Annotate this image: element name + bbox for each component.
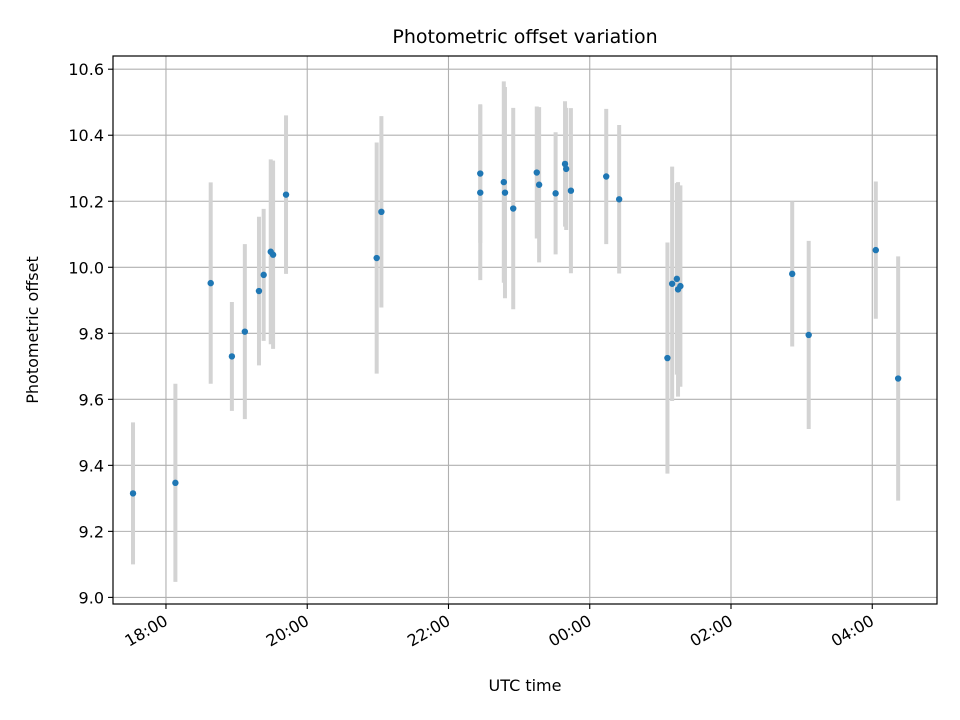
data-point [129,490,137,497]
data-point [373,254,380,262]
data-point [561,160,569,168]
data-point [615,196,623,203]
data-point [282,191,290,198]
data-point [501,189,509,196]
data-point [552,190,559,197]
y-axis-ticks: 9.0 9.2 9.4 9.6 9.8 10.0 10.2 10.4 10.6 [68,60,113,607]
y-tick-label: 9.6 [79,390,104,409]
y-tick-label: 10.0 [68,258,104,277]
data-point [533,169,540,176]
data-point [172,479,179,487]
data-point [673,275,681,283]
data-point [477,189,484,196]
data-point [269,251,277,258]
data-point [789,270,796,278]
y-tick-label: 9.4 [79,456,104,475]
data-point [664,354,671,362]
y-tick-label: 9.8 [79,324,104,343]
y-tick-label: 10.4 [68,126,104,145]
data-point [207,279,214,287]
data-point [228,353,236,360]
data-point [668,280,676,287]
data-point [510,205,517,212]
y-tick-label: 9.0 [79,588,104,607]
plot-frame [112,55,938,605]
data-point [894,375,902,382]
y-tick-label: 10.6 [68,60,104,79]
data-point [255,287,263,295]
data-point [603,173,610,180]
data-point [872,246,879,254]
y-tick-label: 9.2 [79,522,104,541]
y-tick-label: 10.2 [68,192,104,211]
data-point [477,170,484,177]
data-point [805,331,812,339]
grid-lines [113,56,937,604]
data-point [567,187,575,194]
data-point [563,165,570,173]
x-axis-label: UTC time [489,676,562,695]
data-point [500,178,508,186]
data-point [378,208,385,216]
data-point [677,282,684,290]
data-point [535,181,543,188]
data-point [260,271,267,279]
data-points [129,160,902,497]
chart-title: Photometric offset variation [392,26,657,48]
y-axis-label: Photometric offset [23,256,42,404]
data-point [241,328,249,335]
